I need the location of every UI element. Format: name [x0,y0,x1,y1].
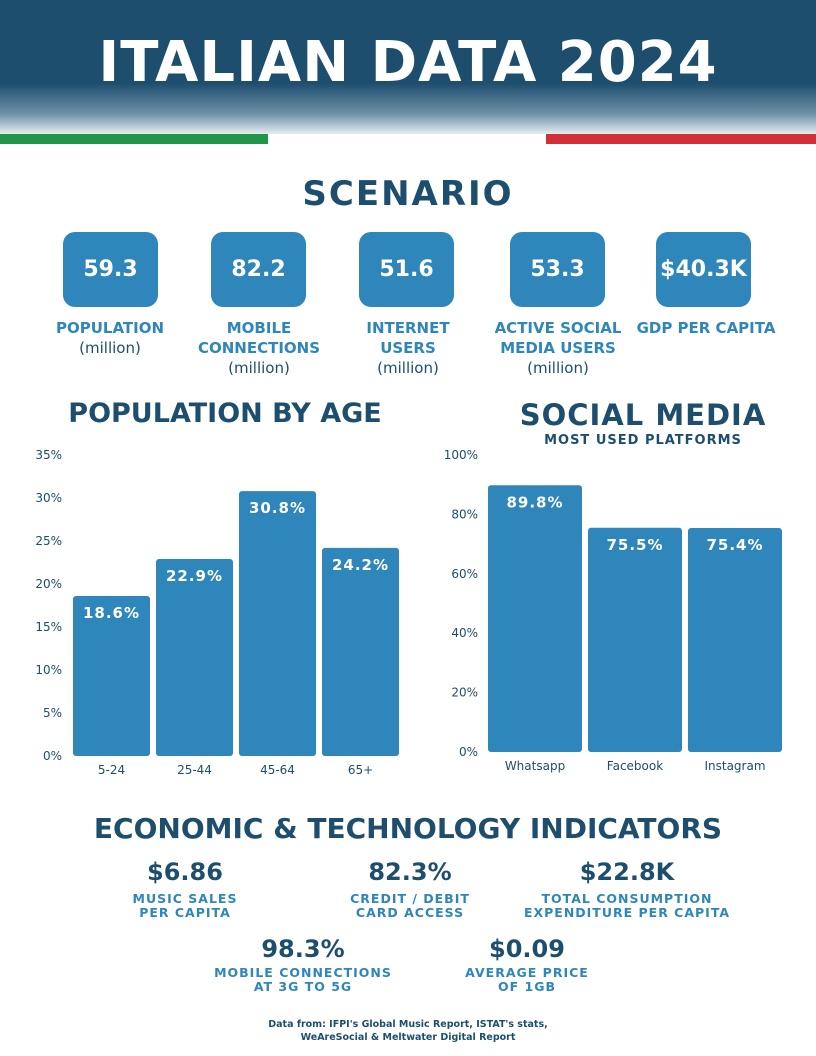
stat-label-internet-users: INTERNET USERS (million) [348,318,468,378]
x-tick-label: 5-24 [98,763,125,777]
stat-value: 59.3 [83,257,138,282]
stat-label-text: POPULATION [55,319,165,337]
indicator-label-line: EXPENDITURE PER CAPITA [523,905,731,920]
indicator-label-line: AT 3G TO 5G [253,979,353,994]
indicator-label-price-1gb: AVERAGE PRICE OF 1GB [437,966,617,994]
stat-label-text: MOBILE CONNECTIONS [197,319,321,357]
bar [156,559,233,756]
y-tick-label: 0% [459,745,478,759]
social-chart-title: SOCIAL MEDIA [519,398,767,432]
stat-box-gdp: $40.3K [656,232,751,307]
bar [688,528,782,752]
y-tick-label: 40% [451,626,478,640]
indicator-label-line: TOTAL CONSUMPTION [541,891,713,906]
bar-value-label: 89.8% [506,493,563,511]
stat-value: 82.2 [231,257,286,282]
x-tick-label: Whatsapp [505,759,565,773]
stat-label-text: ACTIVE SOCIAL MEDIA USERS [494,319,622,357]
x-tick-label: Instagram [704,759,765,773]
social-chart-subtitle: MOST USED PLATFORMS [544,433,742,448]
source-line: WeAreSocial & Meltwater Digital Report [300,1032,516,1043]
bar-value-label: 22.9% [166,567,223,585]
social-bar-chart: 0% 20% 40% 60% 80% 100% 89.8% Whatsapp 75.5% Face… [444,448,782,773]
indicator-label-mobile-3g5g: MOBILE CONNECTIONS AT 3G TO 5G [193,966,413,994]
y-tick-label: 30% [35,491,62,505]
indicator-value-price-1gb: $0.09 [489,935,565,963]
y-tick-label: 25% [35,534,62,548]
stat-unit: (million) [228,359,290,377]
stat-box-internet-users: 51.6 [359,232,454,307]
bar [488,485,582,752]
bar-value-label: 75.5% [606,536,663,554]
stat-label-text: INTERNET USERS [366,319,450,357]
bar [239,491,316,756]
age-chart-title: POPULATION BY AGE [68,398,382,429]
age-bar-chart: 0% 5% 10% 15% 20% 25% 30% 35% 18.6% 5-24 22.9% 25-4… [35,448,399,777]
indicator-value-consumption: $22.8K [579,858,675,886]
y-tick-label: 0% [43,749,62,763]
bar [588,527,682,752]
source-line: Data from: IFPI's Global Music Report, I… [268,1019,548,1030]
source-note: Data from: IFPI's Global Music Report, I… [208,1018,608,1044]
x-tick-label: 45-64 [260,763,295,777]
stat-unit: (million) [527,359,589,377]
stat-value: 53.3 [530,257,585,282]
bar-value-label: 24.2% [332,556,389,574]
indicator-label-line: MUSIC SALES [132,891,238,906]
header-banner: ITALIAN DATA 2024 [0,0,816,134]
bar [73,596,150,756]
y-tick-label: 20% [451,686,478,700]
indicator-label-consumption: TOTAL CONSUMPTION EXPENDITURE PER CAPITA [497,892,757,920]
indicator-label-line: CARD ACCESS [355,905,465,920]
indicator-label-line: CREDIT / DEBIT [350,891,470,906]
stat-unit: (million) [79,339,141,357]
y-tick-label: 20% [35,577,62,591]
flag-stripe-white [268,134,546,144]
flag-stripe-green [0,134,268,144]
stat-box-population: 59.3 [63,232,158,307]
indicators-title: ECONOMIC & TECHNOLOGY INDICATORS [93,812,723,845]
stat-box-mobile-connections: 82.2 [211,232,306,307]
flag-stripe-red [546,134,816,144]
indicator-value-card-access: 82.3% [368,858,452,886]
stat-value: 51.6 [379,257,434,282]
y-tick-label: 10% [35,663,62,677]
indicator-value-music-sales: $6.86 [147,858,223,886]
stat-label-text: GDP PER CAPITA [636,319,776,337]
bar [322,547,399,756]
indicator-value-mobile-3g5g: 98.3% [261,935,345,963]
y-tick-label: 15% [35,620,62,634]
indicator-label-line: PER CAPITA [139,905,231,920]
bar-value-label: 18.6% [83,604,140,622]
page-title: ITALIAN DATA 2024 [98,30,718,95]
indicator-label-line: MOBILE CONNECTIONS [214,965,392,980]
stat-label-gdp: GDP PER CAPITA [636,318,776,338]
indicator-label-card-access: CREDIT / DEBIT CARD ACCESS [320,892,500,920]
stat-label-social-media-users: ACTIVE SOCIAL MEDIA USERS (million) [478,318,638,378]
indicator-label-line: AVERAGE PRICE [465,965,589,980]
y-tick-label: 5% [43,706,62,720]
y-tick-label: 80% [451,507,478,521]
stat-value: $40.3K [660,257,747,282]
y-tick-label: 35% [35,448,62,462]
stat-unit: (million) [377,359,439,377]
stat-label-population: POPULATION (million) [25,318,195,358]
scenario-title: SCENARIO [302,174,514,214]
indicator-label-line: OF 1GB [497,979,556,994]
bar-value-label: 75.4% [706,536,763,554]
x-tick-label: Facebook [607,759,663,773]
bar-value-label: 30.8% [249,499,306,517]
stat-box-social-media-users: 53.3 [510,232,605,307]
stat-label-mobile-connections: MOBILE CONNECTIONS (million) [184,318,334,378]
y-tick-label: 100% [444,448,478,462]
y-tick-label: 60% [451,567,478,581]
x-tick-label: 25-44 [177,763,212,777]
x-tick-label: 65+ [348,763,373,777]
indicator-label-music-sales: MUSIC SALES PER CAPITA [95,892,275,920]
